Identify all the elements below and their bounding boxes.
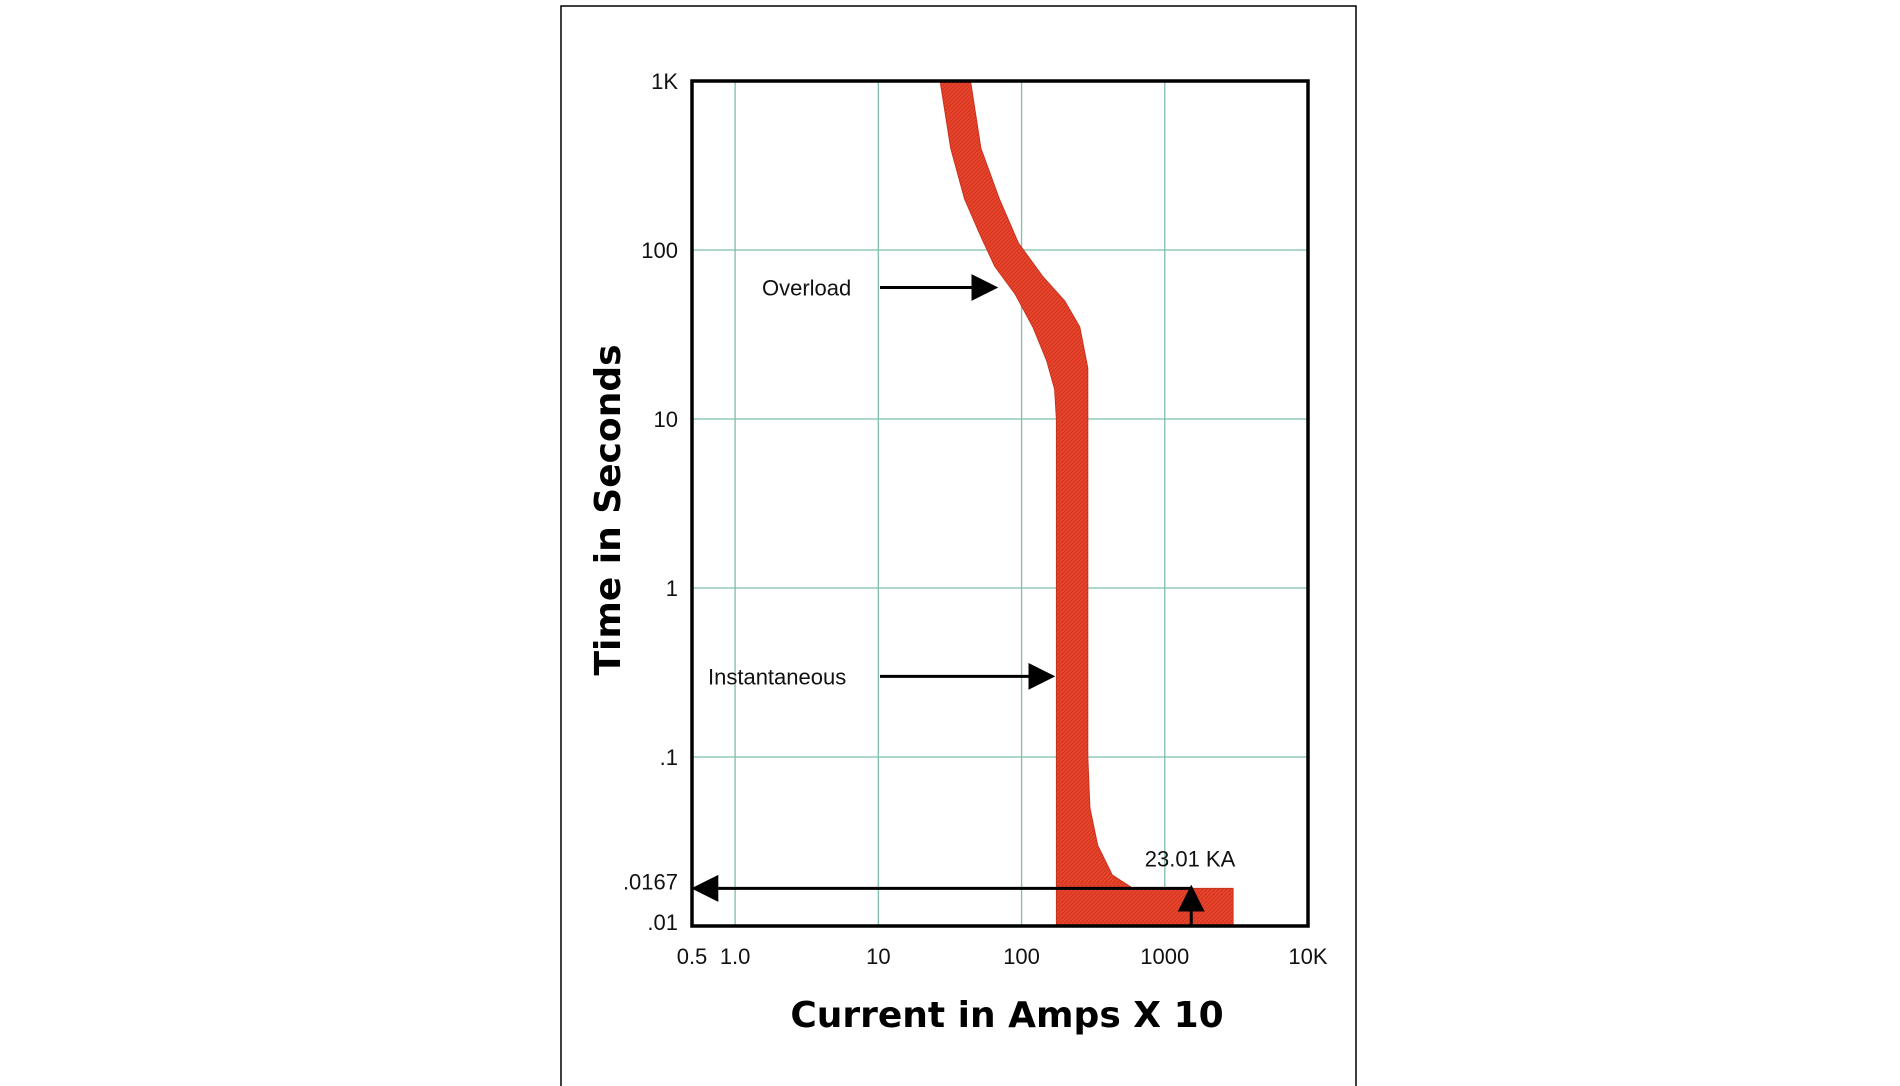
y-tick-label: .01 [647,910,678,935]
y-tick-label: 1 [666,576,678,601]
plot-frame [690,79,1310,928]
y-axis-title: Time in Seconds [588,344,629,675]
axes [690,79,1310,928]
x-tick-label: 1000 [1140,944,1189,969]
y-tick-labels: .01 .0167 .1 1 10 100 1K [623,69,678,935]
annotation-overload: Overload [762,275,851,300]
x-tick-label: 1.0 [720,944,751,969]
y-tick-label: .0167 [623,869,678,894]
x-tick-label: 10 [866,944,890,969]
y-tick-label: .1 [660,745,678,770]
x-tick-label: 100 [1003,944,1040,969]
grid [692,81,1308,926]
x-axis-title: Current in Amps X 10 [790,995,1223,1036]
annotations: Overload Instantaneous 23.01 KA [691,273,1236,926]
annotation-fault-current: 23.01 KA [1145,846,1236,871]
x-tick-label: 0.5 [677,944,708,969]
y-tick-label: 100 [641,238,678,263]
x-tick-label: 10K [1288,944,1327,969]
annotation-instantaneous: Instantaneous [708,664,846,689]
y-tick-label: 1K [651,69,678,94]
y-tick-label: 10 [654,407,678,432]
x-tick-labels: 0.5 1.0 10 100 1000 10K [677,944,1328,969]
